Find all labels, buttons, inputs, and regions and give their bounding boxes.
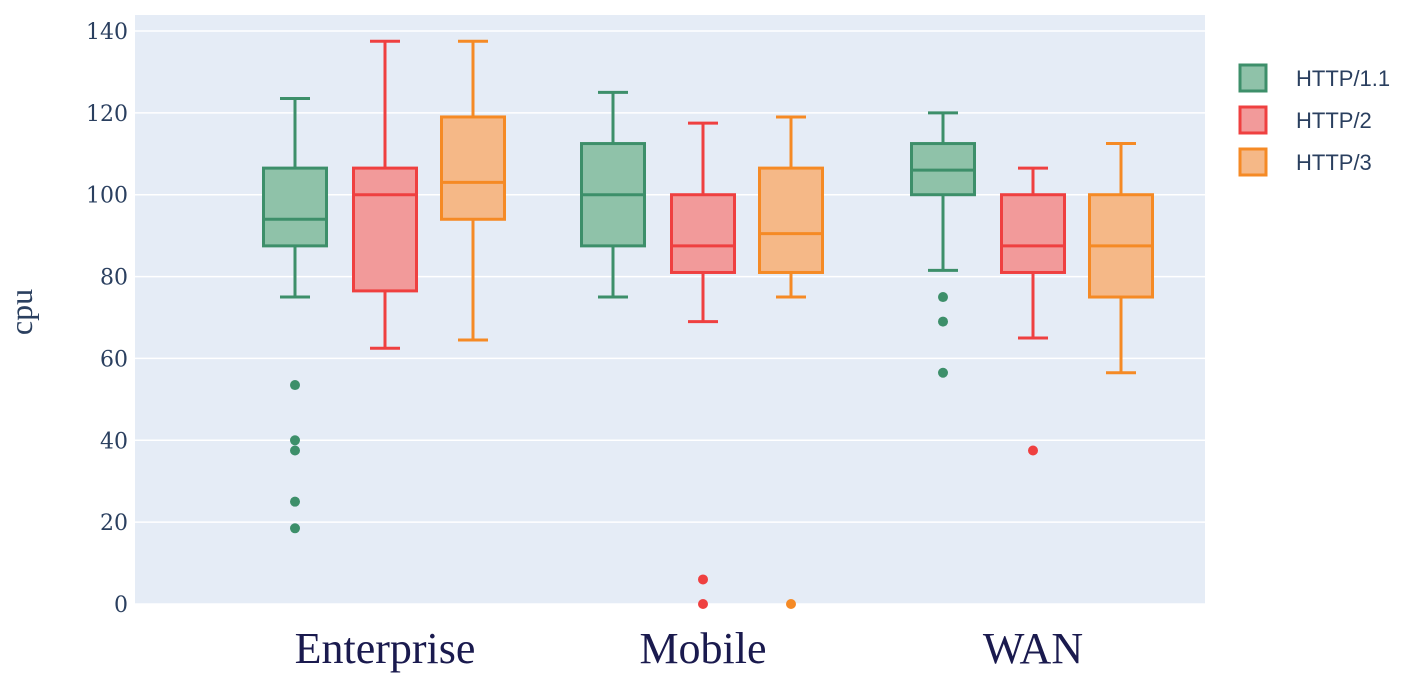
legend-label: HTTP/1.1 [1296, 66, 1390, 91]
x-category-label: Mobile [639, 624, 766, 673]
x-category-label: Enterprise [295, 624, 476, 673]
legend-swatch [1238, 63, 1268, 93]
outlier-point [290, 496, 300, 507]
outlier-point [786, 599, 796, 609]
y-tick-label: 40 [100, 429, 128, 454]
box-http11-mobile [580, 90, 646, 299]
legend-item-http11: HTTP/1.1 [1238, 63, 1390, 93]
outlier-point [938, 367, 948, 378]
box-iqr [352, 166, 418, 293]
outlier-point [698, 599, 708, 609]
outlier-point [290, 435, 300, 446]
legend-swatch [1238, 105, 1268, 135]
outlier-point [1028, 445, 1038, 456]
y-tick-label: 140 [86, 20, 128, 45]
box-iqr [440, 115, 506, 221]
box-http11-wan [910, 111, 976, 378]
outlier-point [290, 445, 300, 456]
outlier-point [938, 316, 948, 327]
outlier-point [290, 523, 300, 534]
y-tick-label: 120 [86, 102, 128, 127]
box-http11-enterprise [262, 97, 328, 534]
y-axis-title: cpu [3, 289, 39, 335]
legend-label: HTTP/3 [1296, 150, 1372, 175]
legend-item-http2: HTTP/2 [1238, 105, 1372, 135]
box-iqr [1000, 193, 1066, 274]
box-http2-mobile [670, 121, 736, 609]
box-iqr [262, 166, 328, 248]
legend-item-http3: HTTP/3 [1238, 147, 1372, 177]
outlier-point [698, 574, 708, 585]
box-http2-wan [1000, 166, 1066, 456]
legend-label: HTTP/2 [1296, 108, 1372, 133]
box-iqr [670, 193, 736, 274]
box-iqr [758, 166, 824, 274]
outlier-point [290, 380, 300, 391]
box-http3-wan [1088, 142, 1154, 375]
y-tick-label: 80 [100, 266, 128, 291]
y-tick-label: 100 [86, 184, 128, 209]
y-tick-label: 0 [114, 593, 128, 618]
y-tick-label: 20 [100, 511, 128, 536]
outlier-point [938, 292, 948, 303]
x-category-label: WAN [983, 624, 1083, 673]
box-http3-mobile [758, 115, 824, 609]
box-http3-enterprise [440, 39, 506, 342]
y-tick-label: 60 [100, 347, 128, 372]
box-http2-enterprise [352, 39, 418, 350]
legend-swatch [1238, 147, 1268, 177]
